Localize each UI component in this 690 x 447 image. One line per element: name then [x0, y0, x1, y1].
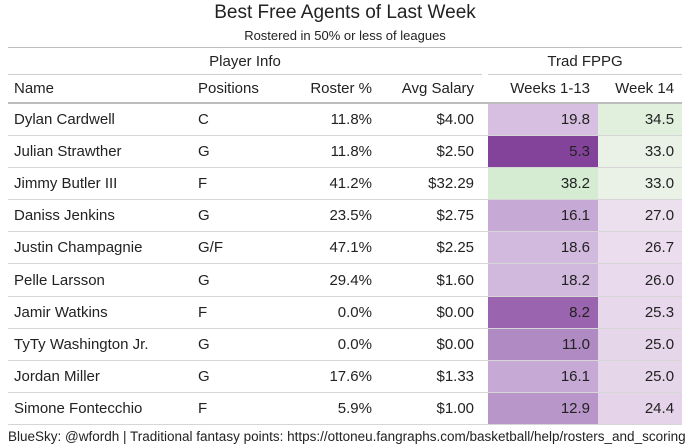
cell-week-14: 25.3: [598, 296, 683, 329]
spanner-row: Player Info Trad FPPG: [8, 47, 683, 75]
cell-positions: G: [192, 135, 290, 168]
cell-avg-salary: $1.60: [380, 263, 483, 297]
cell-avg-salary: $0.00: [380, 296, 483, 329]
cell-roster-pct: 0.0%: [290, 296, 380, 329]
cell-roster-pct: 23.5%: [290, 199, 380, 233]
col-header-positions: Positions: [192, 74, 290, 104]
cell-gap: [482, 231, 489, 265]
cell-roster-pct: 47.1%: [290, 231, 380, 265]
cell-roster-pct: 41.2%: [290, 167, 380, 201]
cell-roster-pct: 0.0%: [290, 328, 380, 362]
cell-roster-pct: 29.4%: [290, 263, 380, 297]
cell-positions: F: [192, 392, 290, 426]
cell-avg-salary: $2.25: [380, 231, 483, 265]
cell-avg-salary: $32.29: [380, 167, 483, 201]
cell-week-14: 24.4: [598, 392, 683, 426]
cell-weeks-1-13: 18.2: [488, 263, 599, 297]
cell-name: Justin Champagnie: [8, 231, 192, 265]
cell-positions: C: [192, 103, 290, 136]
col-header-roster-pct: Roster %: [290, 74, 380, 104]
cell-week-14: 26.7: [598, 231, 683, 265]
cell-name: Daniss Jenkins: [8, 199, 192, 233]
cell-weeks-1-13: 12.9: [488, 392, 599, 426]
cell-positions: F: [192, 167, 290, 201]
col-header-avg-salary: Avg Salary: [380, 74, 483, 104]
col-header-name: Name: [8, 74, 192, 104]
cell-week-14: 26.0: [598, 263, 683, 297]
table-row: Jordan Miller G 17.6% $1.33 16.1 25.0: [8, 360, 683, 394]
footer-credit: BlueSky: @wfordh | Traditional fantasy p…: [8, 429, 686, 444]
chart-subtitle: Rostered in 50% or less of leagues: [244, 28, 446, 43]
cell-name: TyTy Washington Jr.: [8, 328, 192, 362]
col-header-week-14: Week 14: [598, 74, 683, 104]
cell-roster-pct: 11.8%: [290, 103, 380, 136]
table-row: Justin Champagnie G/F 47.1% $2.25 18.6 2…: [8, 231, 683, 265]
cell-week-14: 27.0: [598, 199, 683, 233]
cell-avg-salary: $2.75: [380, 199, 483, 233]
cell-positions: F: [192, 296, 290, 329]
cell-gap: [482, 296, 489, 329]
table-row: Jamir Watkins F 0.0% $0.00 8.2 25.3: [8, 296, 683, 329]
cell-positions: G: [192, 263, 290, 297]
cell-avg-salary: $1.33: [380, 360, 483, 394]
cell-name: Pelle Larsson: [8, 263, 192, 297]
cell-positions: G: [192, 360, 290, 394]
cell-gap: [482, 103, 489, 136]
cell-gap: [482, 135, 489, 168]
cell-avg-salary: $0.00: [380, 328, 483, 362]
cell-weeks-1-13: 5.3: [488, 135, 599, 168]
cell-gap: [482, 360, 489, 394]
cell-avg-salary: $2.50: [380, 135, 483, 168]
cell-name: Dylan Cardwell: [8, 103, 192, 136]
table-row: Jimmy Butler III F 41.2% $32.29 38.2 33.…: [8, 167, 683, 201]
cell-positions: G: [192, 199, 290, 233]
table-row: Daniss Jenkins G 23.5% $2.75 16.1 27.0: [8, 199, 683, 233]
cell-gap: [482, 263, 489, 297]
cell-avg-salary: $1.00: [380, 392, 483, 426]
cell-name: Jamir Watkins: [8, 296, 192, 329]
col-header-gap: [482, 74, 489, 104]
cell-weeks-1-13: 38.2: [488, 167, 599, 201]
cell-week-14: 25.0: [598, 360, 683, 394]
cell-gap: [482, 199, 489, 233]
spanner-player-info: Player Info: [8, 47, 483, 75]
free-agents-table: Player Info Trad FPPG Name Positions Ros…: [8, 47, 683, 426]
cell-weeks-1-13: 11.0: [488, 328, 599, 362]
cell-positions: G: [192, 328, 290, 362]
cell-name: Simone Fontecchio: [8, 392, 192, 426]
chart-title: Best Free Agents of Last Week: [214, 2, 476, 23]
cell-name: Julian Strawther: [8, 135, 192, 168]
spanner-trad-fppg: Trad FPPG: [488, 47, 683, 75]
table-row: Pelle Larsson G 29.4% $1.60 18.2 26.0: [8, 263, 683, 297]
table-row: TyTy Washington Jr. G 0.0% $0.00 11.0 25…: [8, 328, 683, 362]
cell-avg-salary: $4.00: [380, 103, 483, 136]
cell-name: Jimmy Butler III: [8, 167, 192, 201]
cell-gap: [482, 328, 489, 362]
cell-positions: G/F: [192, 231, 290, 265]
cell-name: Jordan Miller: [8, 360, 192, 394]
cell-roster-pct: 5.9%: [290, 392, 380, 426]
cell-weeks-1-13: 18.6: [488, 231, 599, 265]
table-row: Simone Fontecchio F 5.9% $1.00 12.9 24.4: [8, 392, 683, 426]
cell-week-14: 33.0: [598, 167, 683, 201]
cell-week-14: 33.0: [598, 135, 683, 168]
cell-weeks-1-13: 19.8: [488, 103, 599, 136]
table-row: Dylan Cardwell C 11.8% $4.00 19.8 34.5: [8, 103, 683, 136]
cell-weeks-1-13: 16.1: [488, 199, 599, 233]
col-header-weeks-1-13: Weeks 1-13: [488, 74, 599, 104]
cell-week-14: 25.0: [598, 328, 683, 362]
cell-gap: [482, 392, 489, 426]
cell-roster-pct: 11.8%: [290, 135, 380, 168]
cell-week-14: 34.5: [598, 103, 683, 136]
cell-roster-pct: 17.6%: [290, 360, 380, 394]
cell-weeks-1-13: 16.1: [488, 360, 599, 394]
cell-gap: [482, 167, 489, 201]
cell-weeks-1-13: 8.2: [488, 296, 599, 329]
table-row: Julian Strawther G 11.8% $2.50 5.3 33.0: [8, 135, 683, 168]
column-header-row: Name Positions Roster % Avg Salary Weeks…: [8, 74, 683, 104]
